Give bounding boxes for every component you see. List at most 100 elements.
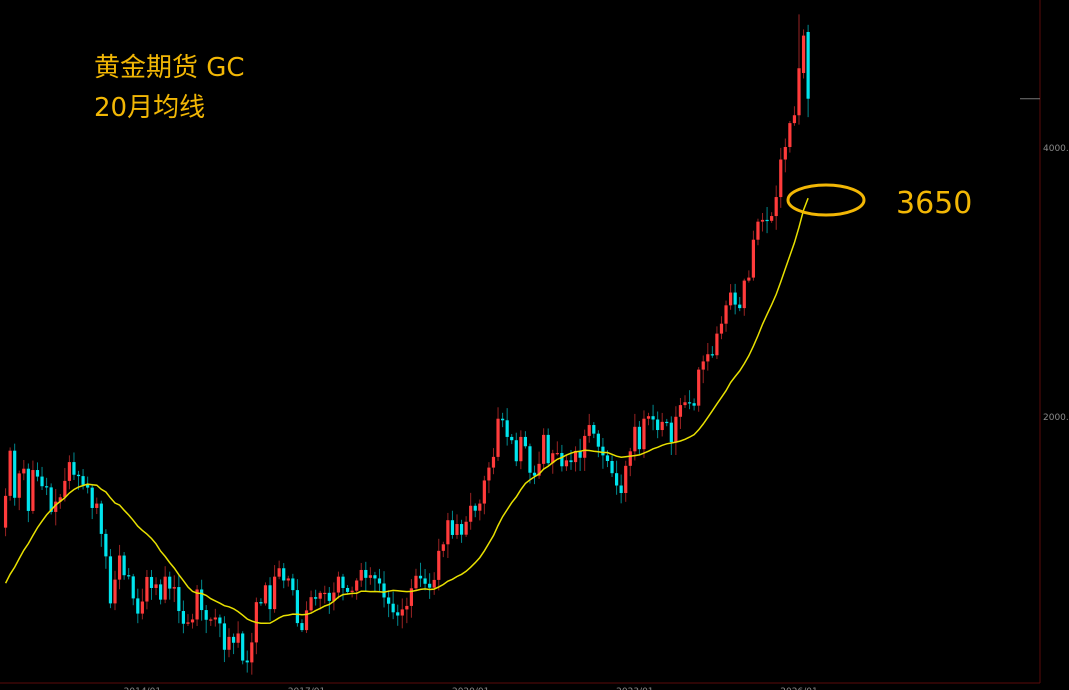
candle-down xyxy=(418,575,423,579)
candle-down xyxy=(314,597,318,599)
candle-up xyxy=(633,426,637,452)
candle-down xyxy=(345,587,350,592)
candle-down xyxy=(127,575,131,577)
candle-up xyxy=(350,590,354,592)
candle-up xyxy=(309,597,313,611)
candle-down xyxy=(592,425,596,434)
x-tick-label: 2026/01 xyxy=(780,687,817,690)
candle-down xyxy=(459,524,464,535)
candle-down xyxy=(168,576,172,589)
candle-up xyxy=(195,589,199,620)
candle-up xyxy=(304,610,309,631)
candle-down xyxy=(259,602,263,604)
candle-up xyxy=(770,216,774,221)
candle-down xyxy=(241,633,245,661)
candle-down xyxy=(601,446,605,456)
candle-up xyxy=(113,579,117,604)
candle-up xyxy=(227,636,231,650)
candle-up xyxy=(318,592,322,599)
candle-up xyxy=(277,568,281,577)
candle-up xyxy=(140,601,144,614)
candle-down xyxy=(76,474,81,477)
candle-down xyxy=(687,402,692,404)
candle-down xyxy=(364,569,368,578)
candle-down xyxy=(382,583,386,598)
candle-up xyxy=(715,333,719,356)
candle-up xyxy=(469,505,473,522)
candle-up xyxy=(250,642,254,663)
candle-up xyxy=(323,592,327,595)
candle-down xyxy=(387,597,391,604)
candle-down xyxy=(13,450,17,498)
candle-down xyxy=(181,611,185,624)
candle-down xyxy=(665,421,669,424)
candle-down xyxy=(122,555,126,576)
candle-up xyxy=(263,585,268,604)
candle-up xyxy=(487,467,491,481)
candle-down xyxy=(204,610,208,620)
candle-down xyxy=(245,660,249,663)
candle-up xyxy=(646,416,651,419)
candle-up xyxy=(464,521,468,535)
candle-down xyxy=(108,556,113,604)
candle-up xyxy=(792,115,797,124)
candle-down xyxy=(300,623,304,631)
candle-down xyxy=(505,420,509,437)
candle-up xyxy=(491,456,496,468)
candle-down xyxy=(605,455,610,462)
candle-down xyxy=(806,31,810,99)
candle-up xyxy=(432,579,436,588)
candle-down xyxy=(523,436,527,447)
candle-up xyxy=(8,450,12,496)
candle-up xyxy=(678,405,683,417)
candle-down xyxy=(131,576,135,599)
candle-down xyxy=(610,461,614,474)
candle-up xyxy=(400,609,404,616)
candle-down xyxy=(692,403,696,406)
candle-up xyxy=(31,470,35,511)
candle-up xyxy=(186,622,190,624)
candle-up xyxy=(624,465,628,494)
candle-down xyxy=(615,473,619,486)
candle-down xyxy=(669,422,673,443)
candle-down xyxy=(578,450,582,458)
candle-down xyxy=(532,472,537,476)
y-tick-label: 4000.0 xyxy=(1043,144,1069,154)
candle-up xyxy=(751,239,755,278)
candle-up xyxy=(542,434,546,464)
y-tick-label: 2000.0 xyxy=(1043,413,1069,423)
candle-up xyxy=(660,421,664,431)
candle-down xyxy=(637,426,641,450)
candle-down xyxy=(765,219,769,222)
candle-up xyxy=(537,463,541,476)
candle-down xyxy=(733,292,737,305)
candle-up xyxy=(273,576,277,610)
candle-down xyxy=(295,590,299,624)
candle-down xyxy=(596,433,600,447)
candle-up xyxy=(555,453,559,455)
candle-up xyxy=(286,578,290,581)
candle-up xyxy=(697,369,701,406)
chart-title: 黄金期货 GC xyxy=(94,53,245,83)
candle-up xyxy=(783,147,787,160)
candle-up xyxy=(437,550,441,580)
candle-down xyxy=(396,612,400,616)
annotation-ellipse xyxy=(786,183,866,217)
candle-down xyxy=(81,476,85,485)
candle-down xyxy=(423,578,427,584)
candle-up xyxy=(355,580,359,591)
candle-down xyxy=(473,505,477,511)
candle-up xyxy=(67,462,71,481)
x-tick-label: 2014/01 xyxy=(124,687,161,690)
candle-up xyxy=(628,451,632,466)
candle-down xyxy=(104,533,108,557)
candle-up xyxy=(797,68,801,116)
candle-down xyxy=(177,587,181,612)
candle-up xyxy=(724,305,728,324)
candle-down xyxy=(90,487,94,508)
candle-up xyxy=(368,575,372,578)
ma20-line xyxy=(4,197,809,625)
candle-down xyxy=(341,576,345,588)
candle-down xyxy=(510,436,514,441)
